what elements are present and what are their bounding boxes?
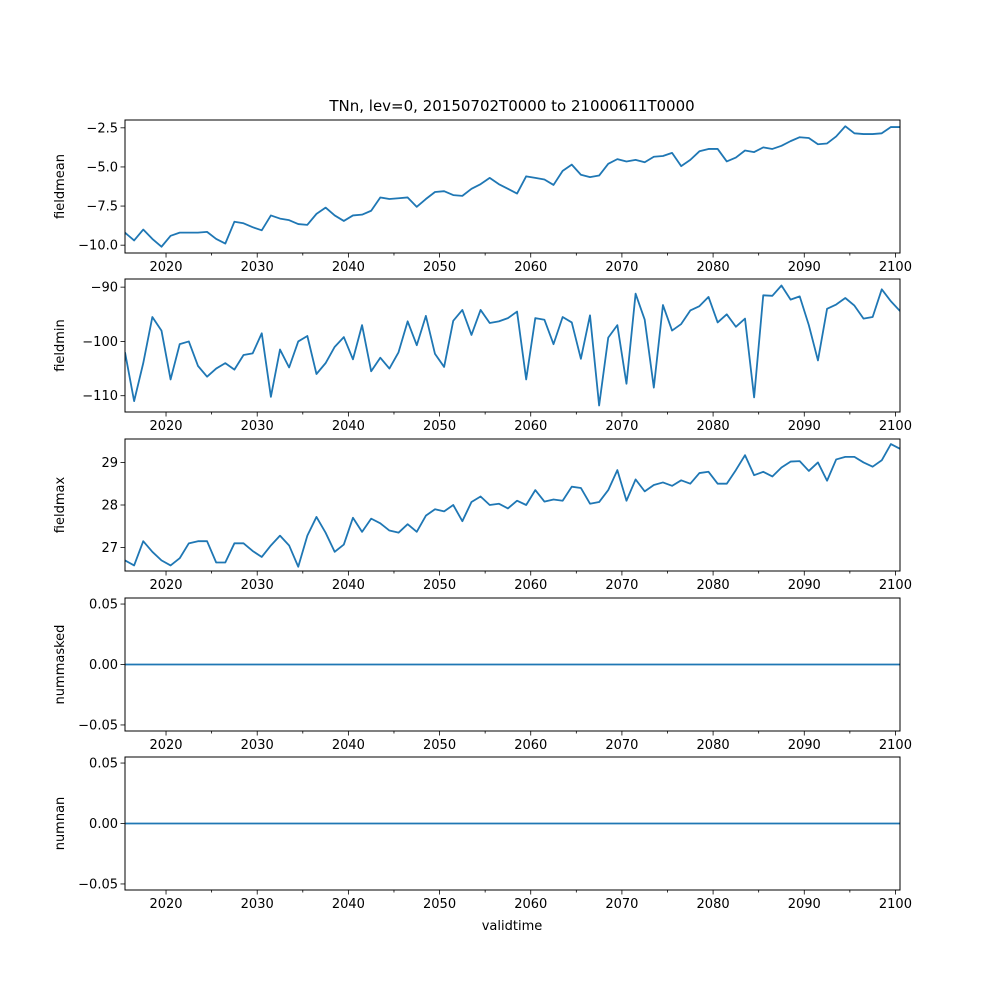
x-tick-label: 2040	[332, 897, 365, 912]
fieldmean-line	[125, 125, 900, 248]
y-tick-label: −100	[82, 335, 118, 350]
x-tick-label: 2070	[605, 260, 638, 275]
fieldmax-y-axis-label: fieldmax	[53, 477, 68, 534]
y-tick-label: 28	[101, 499, 118, 514]
x-tick-label: 2060	[514, 578, 547, 593]
x-tick-label: 2060	[514, 260, 547, 275]
x-tick-label: 2050	[423, 578, 456, 593]
x-tick-label: 2040	[332, 738, 365, 753]
y-tick-label: −7.5	[86, 200, 118, 215]
x-tick-label: 2100	[879, 738, 912, 753]
x-tick-label: 2030	[241, 260, 274, 275]
x-tick-label: 2100	[879, 897, 912, 912]
y-tick-label: 0.00	[89, 658, 118, 673]
x-tick-label: 2060	[514, 897, 547, 912]
y-tick-label: −0.05	[78, 877, 118, 892]
x-tick-label: 2060	[514, 738, 547, 753]
x-tick-label: 2030	[241, 578, 274, 593]
y-tick-label: −90	[91, 281, 118, 296]
x-tick-label: 2100	[879, 260, 912, 275]
numnan-y-axis-label: numnan	[53, 797, 68, 851]
x-tick-label: 2090	[788, 738, 821, 753]
y-tick-label: 0.05	[89, 757, 118, 772]
nummasked-y-axis-label: nummasked	[53, 625, 68, 705]
x-tick-label: 2050	[423, 738, 456, 753]
x-tick-label: 2070	[605, 419, 638, 434]
y-tick-label: −2.5	[86, 121, 118, 136]
x-tick-label: 2090	[788, 897, 821, 912]
fieldmean-y-axis-label: fieldmean	[53, 154, 68, 219]
x-tick-label: 2090	[788, 578, 821, 593]
subplot-fieldmin: 2020 2030 2040 2050 2060 2070 2080 2090 2100 −110…	[53, 278, 912, 434]
subplot-fieldmax: 2020 2030 2040 2050 2060 2070 2080 2090 2100 27 28…	[53, 438, 912, 593]
y-tick-label: 0.00	[89, 817, 118, 832]
x-axis-label: validtime	[482, 919, 543, 934]
x-tick-label: 2060	[514, 419, 547, 434]
x-tick-label: 2100	[879, 578, 912, 593]
x-tick-label: 2100	[879, 419, 912, 434]
x-tick-label: 2050	[423, 897, 456, 912]
x-tick-label: 2080	[697, 897, 730, 912]
fieldmax-line	[125, 443, 900, 568]
x-tick-label: 2080	[697, 738, 730, 753]
chart-title: TNn, lev=0, 20150702T0000 to 21000611T00…	[328, 97, 694, 115]
x-tick-label: 2090	[788, 419, 821, 434]
y-tick-label: −110	[82, 389, 118, 404]
x-tick-label: 2040	[332, 419, 365, 434]
y-tick-label: 27	[101, 541, 118, 556]
y-tick-label: 29	[101, 456, 118, 471]
x-tick-label: 2080	[697, 578, 730, 593]
x-tick-label: 2030	[241, 897, 274, 912]
y-tick-label: −0.05	[78, 718, 118, 733]
x-tick-label: 2020	[149, 419, 182, 434]
x-tick-label: 2030	[241, 419, 274, 434]
x-tick-label: 2030	[241, 738, 274, 753]
x-tick-label: 2040	[332, 260, 365, 275]
x-tick-label: 2050	[423, 419, 456, 434]
subplot-numnan: 2020 2030 2040 2050 2060 2070 2080 2090 2100 −0.0…	[53, 756, 912, 912]
subplots: 2020 2030 2040 2050 2060 2070 2080 2090 2100 −10.…	[53, 119, 912, 912]
fieldmean-axes-frame	[124, 119, 901, 254]
x-tick-label: 2080	[697, 419, 730, 434]
fieldmin-y-axis-label: fieldmin	[53, 319, 68, 372]
x-tick-label: 2040	[332, 578, 365, 593]
subplot-nummasked: 2020 2030 2040 2050 2060 2070 2080 2090 2100 −0.0…	[53, 597, 912, 753]
x-tick-label: 2020	[149, 738, 182, 753]
x-tick-label: 2020	[149, 578, 182, 593]
y-tick-label: 0.05	[89, 598, 118, 613]
x-tick-label: 2070	[605, 897, 638, 912]
x-tick-label: 2020	[149, 897, 182, 912]
x-tick-label: 2070	[605, 738, 638, 753]
fieldmin-line	[125, 284, 900, 407]
x-tick-label: 2080	[697, 260, 730, 275]
fieldmin-axes-frame	[124, 278, 901, 413]
subplot-fieldmean: 2020 2030 2040 2050 2060 2070 2080 2090 2100 −10.…	[53, 119, 912, 275]
y-tick-label: −10.0	[78, 239, 118, 254]
x-tick-label: 2070	[605, 578, 638, 593]
x-tick-label: 2020	[149, 260, 182, 275]
y-tick-label: −5.0	[86, 160, 118, 175]
x-tick-label: 2050	[423, 260, 456, 275]
x-tick-label: 2090	[788, 260, 821, 275]
